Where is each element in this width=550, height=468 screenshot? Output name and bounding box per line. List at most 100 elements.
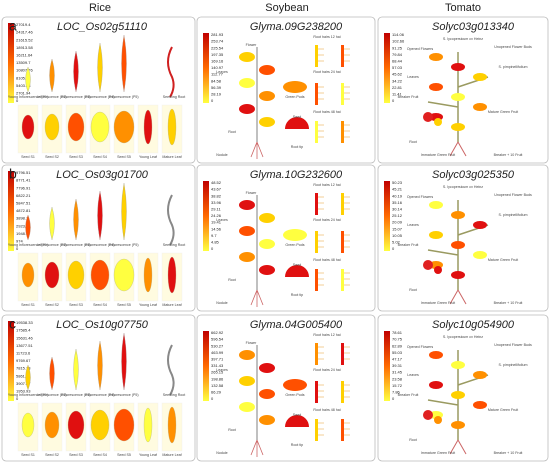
organ-label: Inflorescence (P4): [85, 393, 114, 397]
legend-label: 198.86: [211, 376, 224, 381]
leaf: [429, 83, 443, 91]
leaf: [451, 391, 465, 399]
seed: [113, 408, 135, 442]
legend-label: 114.06: [392, 32, 405, 37]
leaf: [239, 104, 255, 114]
legend-label: 14.56: [211, 226, 222, 231]
organ-label: Green Pods: [285, 243, 304, 247]
legend-label: 84.58: [211, 78, 222, 83]
legend-label: 40.19: [392, 193, 403, 198]
legend-label: 5403.88: [16, 83, 31, 88]
organ-label: Young Leaf: [139, 453, 157, 457]
organ-label: Inflorescence (P3): [61, 243, 90, 247]
organ-label: Seed: [293, 413, 301, 417]
legend-label: 27019.4: [16, 22, 31, 27]
leaf: [451, 93, 465, 101]
legend-label: 19.41: [211, 220, 222, 225]
pods: [283, 81, 307, 93]
organ-label: Mature Green Fruit: [488, 408, 518, 412]
legend-label: 169.16: [211, 58, 224, 63]
legend-label: 197.35: [211, 52, 224, 57]
organ-label: Seed S2: [45, 453, 59, 457]
organ-label: Seedling Root: [163, 95, 186, 99]
organ-label: Seed S2: [45, 155, 59, 159]
organ-label: Leaves: [407, 223, 419, 227]
organ-label: Seed: [293, 115, 301, 119]
legend-label: 0: [211, 396, 214, 401]
roots: [250, 289, 264, 307]
legend-label: 29.11: [211, 206, 221, 211]
hairs: [344, 124, 350, 138]
organ-label: S. pimpinellifolium: [499, 65, 528, 69]
legend-label: 24.26: [211, 213, 222, 218]
leaf: [429, 351, 443, 359]
panicle: [97, 190, 103, 241]
leaf: [259, 239, 275, 249]
root-hair: [341, 45, 344, 67]
organ-label: Unopened Flower Buds: [494, 343, 532, 347]
legend-label: 596.54: [211, 337, 224, 342]
legend-label: 6822.21: [16, 193, 31, 198]
organ-label: Leaves: [407, 75, 419, 79]
fruit: [434, 118, 442, 126]
legend-label: 140.97: [211, 65, 224, 70]
legend-label: 281.93: [211, 32, 224, 37]
seed: [21, 262, 35, 288]
leaf: [473, 251, 487, 259]
legend-label: 15.72: [392, 383, 403, 388]
legend-label: 18913.58: [16, 45, 33, 50]
organ-label: Inflorescence (P2): [37, 95, 66, 99]
organ-label: Seed S4: [93, 453, 107, 457]
root-hair: [341, 83, 344, 105]
legend-label: 0: [392, 396, 395, 401]
legend-label: 19538.33: [16, 320, 33, 325]
hairs: [318, 86, 324, 100]
organ-label: Root: [409, 288, 417, 292]
organ-label: Root hairs 48 hai: [313, 110, 340, 114]
legend-label: 22.81: [392, 85, 403, 90]
gene-name: Glyma.09G238200: [250, 21, 343, 33]
organ-label: Inflorescence (P3): [61, 393, 90, 397]
leaf: [451, 361, 465, 369]
seed: [113, 110, 135, 144]
leaf: [473, 73, 487, 81]
panel: [377, 16, 549, 164]
leaf: [473, 401, 487, 409]
hairs: [344, 384, 350, 398]
root-hair: [315, 231, 318, 253]
hairs: [318, 234, 324, 248]
organ-label: Breaker Fruit: [398, 393, 419, 397]
legend-label: 463.99: [211, 350, 224, 355]
organ-label: Seed S5: [117, 303, 131, 307]
legend-bar: [8, 321, 14, 401]
gene-name: Glyma.10G232600: [250, 169, 343, 181]
leaf: [259, 265, 275, 275]
root-hair: [341, 269, 344, 291]
organ-label: Seed S1: [21, 155, 35, 159]
organ-label: Breaker + 10 Fruit: [494, 153, 523, 157]
legend-label: 0: [16, 98, 19, 103]
organ-label: Breaker Fruit: [398, 243, 419, 247]
legend-bar: [203, 181, 209, 251]
legend-label: 16211.64: [16, 52, 33, 57]
seed-dome: [285, 415, 309, 427]
seed: [67, 112, 85, 142]
root-hair: [315, 121, 318, 143]
panicle: [73, 348, 79, 391]
legend-label: 0: [16, 396, 19, 401]
seed: [143, 109, 153, 145]
leaf: [259, 389, 275, 399]
legend-label: 5847.51: [16, 200, 31, 205]
root-hair: [315, 269, 318, 291]
hairs: [344, 234, 350, 248]
organ-label: Nodule: [216, 301, 227, 305]
organ-label: Root: [228, 130, 236, 134]
organ-label: Unopened Flower Buds: [494, 193, 532, 197]
panicle: [97, 42, 103, 93]
legend-label: 25.12: [392, 213, 403, 218]
legend-label: 974: [16, 238, 23, 243]
column-header: Tomato: [445, 2, 481, 14]
seed: [67, 410, 85, 440]
organ-label: Seedling Root: [163, 243, 186, 247]
